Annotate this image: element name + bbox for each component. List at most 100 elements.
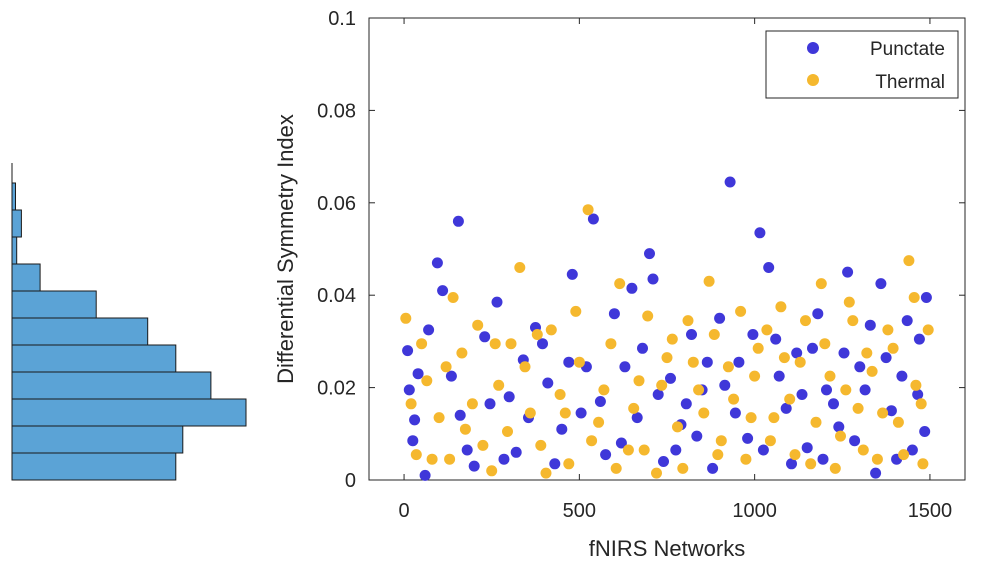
x-tick-label: 0 bbox=[398, 500, 409, 522]
punctate-point bbox=[431, 257, 443, 269]
thermal-point bbox=[426, 453, 438, 465]
thermal-point bbox=[775, 301, 787, 313]
histogram-bar bbox=[11, 236, 18, 265]
thermal-point bbox=[666, 333, 678, 345]
thermal-point bbox=[819, 338, 831, 350]
thermal-point bbox=[477, 439, 489, 451]
thermal-point bbox=[903, 255, 915, 267]
legend-label-thermal: Thermal bbox=[875, 72, 945, 93]
thermal-point bbox=[656, 379, 668, 391]
thermal-point bbox=[440, 361, 452, 373]
legend: Punctate Thermal bbox=[765, 30, 959, 99]
thermal-point bbox=[563, 458, 575, 470]
histogram-bar bbox=[11, 425, 184, 454]
thermal-point bbox=[735, 305, 747, 317]
thermal-point bbox=[661, 352, 673, 364]
punctate-point bbox=[780, 402, 792, 414]
punctate-point bbox=[742, 432, 754, 444]
thermal-point bbox=[489, 338, 501, 350]
thermal-point bbox=[835, 430, 846, 442]
punctate-point bbox=[402, 345, 414, 357]
punctate-point bbox=[791, 347, 803, 359]
y-tick-label: 0.02 bbox=[317, 378, 356, 400]
punctate-point bbox=[510, 446, 522, 458]
legend-marker-punctate bbox=[807, 42, 819, 54]
thermal-point bbox=[712, 449, 724, 461]
thermal-point bbox=[752, 342, 764, 354]
punctate-point bbox=[600, 449, 612, 461]
thermal-point bbox=[917, 458, 929, 470]
punctate-point bbox=[770, 333, 782, 345]
punctate-point bbox=[838, 347, 850, 359]
thermal-point bbox=[789, 449, 801, 461]
x-axis-ticks: 0 500 1000 1500 bbox=[398, 18, 952, 522]
punctate-point bbox=[563, 356, 575, 368]
marginal-histogram bbox=[11, 163, 247, 481]
punctate-point bbox=[920, 292, 932, 303]
histogram-bar bbox=[11, 371, 212, 400]
punctate-point bbox=[870, 467, 882, 479]
thermal-point bbox=[871, 453, 883, 465]
punctate-point bbox=[912, 389, 924, 400]
punctate-point bbox=[461, 444, 473, 456]
punctate-point bbox=[828, 398, 839, 410]
thermal-point bbox=[535, 439, 547, 451]
punctate-point bbox=[419, 469, 431, 481]
punctate-point bbox=[658, 456, 669, 467]
legend-box bbox=[765, 30, 959, 99]
thermal-point bbox=[519, 361, 531, 373]
punctate-point bbox=[747, 329, 759, 340]
thermal-point bbox=[728, 393, 740, 405]
punctate-point bbox=[859, 384, 871, 396]
punctate-point bbox=[498, 453, 510, 465]
punctate-point bbox=[549, 458, 561, 470]
punctate-point bbox=[875, 278, 887, 290]
punctate-point bbox=[849, 435, 861, 447]
punctate-point bbox=[537, 338, 548, 350]
punctate-point bbox=[670, 444, 682, 456]
histogram-bar bbox=[11, 317, 149, 346]
thermal-point bbox=[614, 278, 626, 290]
thermal-point bbox=[908, 292, 920, 303]
thermal-point bbox=[764, 435, 776, 447]
thermal-point bbox=[554, 389, 566, 400]
thermal-point bbox=[810, 416, 822, 428]
thermal-point bbox=[843, 296, 855, 308]
thermal-point bbox=[400, 312, 412, 324]
punctate-point bbox=[484, 398, 496, 410]
histogram-bar bbox=[11, 209, 22, 238]
punctate-point bbox=[763, 262, 775, 273]
y-axis-ticks: 0 0.02 0.04 0.06 0.08 0.1 bbox=[317, 8, 965, 492]
punctate-point bbox=[691, 430, 703, 442]
punctate-point bbox=[491, 296, 503, 308]
thermal-point bbox=[922, 324, 934, 336]
thermal-point bbox=[598, 384, 610, 396]
thermal-point bbox=[505, 338, 517, 350]
legend-marker-thermal bbox=[807, 74, 819, 86]
thermal-point bbox=[459, 423, 471, 435]
y-axis-label: Differential Symmetry Index bbox=[273, 114, 298, 384]
thermal-point bbox=[416, 338, 428, 350]
punctate-point bbox=[452, 215, 464, 227]
punctate-point bbox=[701, 356, 713, 368]
punctate-point bbox=[773, 370, 785, 382]
punctate-point bbox=[754, 227, 766, 239]
thermal-point bbox=[898, 449, 910, 461]
punctate-point bbox=[757, 444, 769, 456]
thermal-point bbox=[605, 338, 617, 350]
punctate-point bbox=[833, 421, 845, 433]
thermal-point bbox=[447, 292, 459, 303]
legend-label-punctate: Punctate bbox=[870, 39, 945, 60]
histogram-bar bbox=[11, 452, 177, 481]
punctate-point bbox=[647, 273, 659, 285]
punctate-point bbox=[733, 356, 745, 368]
thermal-point bbox=[586, 435, 598, 447]
punctate-point bbox=[729, 407, 741, 419]
punctate-point bbox=[608, 308, 620, 320]
thermal-point bbox=[745, 412, 757, 424]
punctate-point bbox=[901, 315, 913, 327]
thermal-point bbox=[622, 444, 634, 456]
punctate-point bbox=[454, 409, 466, 421]
histogram-bar bbox=[11, 344, 177, 373]
